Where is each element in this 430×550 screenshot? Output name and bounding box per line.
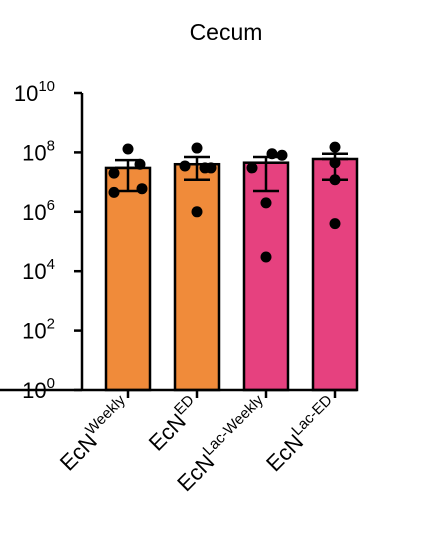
data-point bbox=[136, 183, 148, 195]
data-point bbox=[134, 158, 146, 170]
data-point bbox=[191, 142, 203, 154]
data-point bbox=[108, 167, 120, 179]
data-point bbox=[108, 186, 120, 198]
bar-4 bbox=[311, 157, 359, 392]
y-tick-label: 108 bbox=[22, 137, 55, 165]
data-point bbox=[246, 162, 258, 174]
data-point bbox=[122, 143, 134, 155]
data-point bbox=[260, 197, 272, 209]
data-point bbox=[191, 206, 203, 218]
bar-1 bbox=[104, 166, 152, 392]
chart-title: Cecum bbox=[190, 19, 263, 45]
x-tick-label: EcNED bbox=[142, 392, 206, 456]
data-point bbox=[266, 148, 278, 160]
x-tick-label: EcNLac-ED bbox=[259, 392, 344, 477]
bar-2 bbox=[173, 162, 221, 392]
x-tick-label: EcNWeekly bbox=[53, 391, 137, 475]
data-point bbox=[329, 174, 341, 186]
data-points bbox=[108, 141, 341, 263]
data-point bbox=[205, 162, 217, 174]
y-tick-label: 102 bbox=[22, 316, 55, 344]
data-point bbox=[329, 218, 341, 230]
y-tick-label: 1010 bbox=[14, 78, 55, 106]
data-point bbox=[179, 160, 191, 172]
y-tick-label: 106 bbox=[22, 197, 55, 225]
bar-3 bbox=[242, 161, 290, 392]
data-point bbox=[260, 251, 272, 263]
data-point bbox=[329, 141, 341, 153]
y-tick-label: 104 bbox=[22, 256, 55, 284]
data-point bbox=[276, 149, 288, 161]
data-point bbox=[329, 157, 341, 169]
